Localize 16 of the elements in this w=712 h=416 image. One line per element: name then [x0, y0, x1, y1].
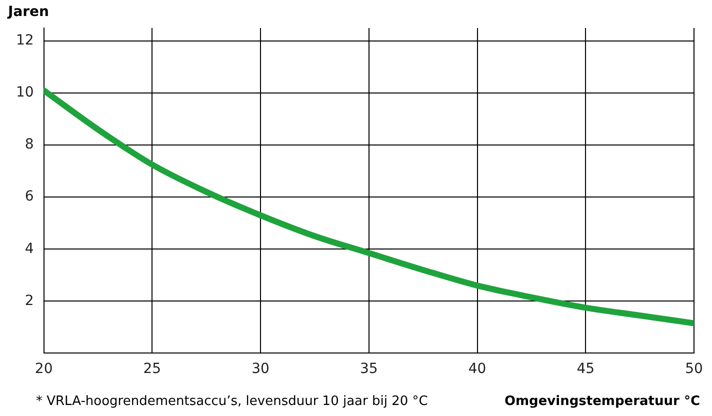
x-tick-label: 20 [34, 361, 53, 378]
y-tick-label: 2 [24, 292, 34, 309]
y-tick-label: 4 [24, 240, 34, 257]
x-tick-label: 35 [360, 361, 378, 378]
y-tick-label: 6 [24, 188, 34, 205]
y-tick-label: 8 [24, 136, 34, 153]
x-tick-label: 30 [252, 361, 270, 378]
x-axis-title: Omgevingstemperatuur °C [504, 394, 700, 409]
y-tick-label: 12 [16, 32, 34, 49]
x-tick-label: 25 [143, 361, 162, 378]
y-axis-title: Jaren [8, 4, 50, 20]
x-tick-label: 50 [685, 361, 703, 378]
text: * VRLA-hoogrendementsaccu’s, levensduur 10 jaar bij 20 °C [36, 394, 428, 409]
x-tick-label: 40 [468, 361, 486, 378]
x-tick-label: 45 [576, 361, 595, 378]
y-tick-label: 10 [16, 84, 34, 101]
